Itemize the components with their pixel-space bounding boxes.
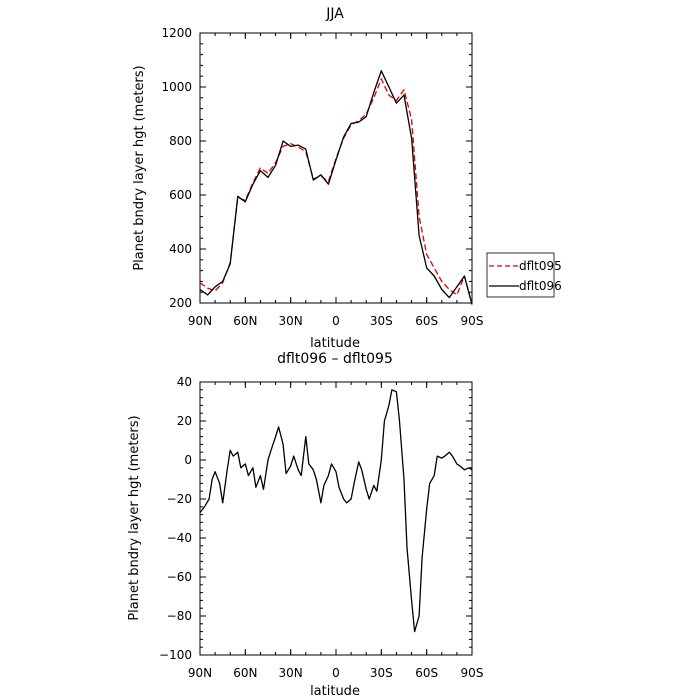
x-axis: 90N 60N 30N 0 30S 60S 90S	[188, 33, 484, 328]
legend-label-dflt095: dflt095	[519, 259, 562, 273]
x-tick-label: 30S	[370, 666, 393, 680]
x-tick-label: 30S	[370, 314, 393, 328]
legend-box	[486, 252, 555, 298]
y-axis-label: Planet bndry layer hgt (meters)	[132, 65, 147, 270]
y-tick-label: 200	[169, 296, 192, 310]
series-layer	[199, 389, 473, 633]
x-axis-label: latitude	[310, 684, 360, 699]
y-axis: −100 −80 −60 −40 −20 0 20 40	[159, 375, 472, 662]
y-tick-label: −40	[167, 531, 192, 545]
y-tick-label: 400	[169, 242, 192, 256]
x-tick-label: 90S	[461, 666, 484, 680]
plot-frame	[199, 381, 473, 656]
y-tick-label: 40	[177, 375, 192, 389]
x-tick-label: 30N	[279, 666, 303, 680]
x-tick-label: 90N	[188, 314, 212, 328]
y-tick-label: 800	[169, 134, 192, 148]
x-tick-label: 90N	[188, 666, 212, 680]
legend-label-dflt096: dflt096	[519, 279, 562, 293]
y-tick-label: 0	[184, 453, 192, 467]
y-axis: 200 400 600 800 1000 1200	[161, 26, 472, 310]
legend: dflt095 dflt096	[486, 252, 562, 298]
panel-title: JJA	[325, 6, 344, 22]
top-panel-jja: JJA 90N 60N 30N 0 30S 60S 90S 200 400 600 800 1000…	[132, 6, 562, 351]
y-tick-label: 600	[169, 188, 192, 202]
y-tick-label: 1000	[161, 80, 192, 94]
series-line-dflt096	[199, 389, 473, 633]
y-tick-label: 1200	[161, 26, 192, 40]
y-axis-label: Planet bndry layer hgt (meters)	[127, 415, 142, 620]
series-line-dflt096	[199, 70, 473, 305]
y-tick-label: −20	[167, 492, 192, 506]
bottom-panel-difference: dflt096 – dflt095 90N 60N 30N 0 30S 60S 90S −1…	[127, 351, 483, 699]
y-tick-label: 20	[177, 414, 192, 428]
y-tick-label: −100	[159, 648, 192, 662]
x-tick-label: 30N	[279, 314, 303, 328]
series-line-dflt095	[199, 78, 473, 305]
x-tick-label: 60S	[415, 666, 438, 680]
panel-title: dflt096 – dflt095	[277, 351, 393, 367]
x-tick-label: 60S	[415, 314, 438, 328]
x-tick-label: 0	[332, 314, 340, 328]
x-tick-label: 0	[332, 666, 340, 680]
y-tick-label: −80	[167, 609, 192, 623]
x-tick-label: 90S	[461, 314, 484, 328]
series-layer	[199, 70, 473, 305]
x-axis-label: latitude	[310, 336, 360, 351]
x-axis: 90N 60N 30N 0 30S 60S 90S	[188, 382, 484, 680]
x-tick-label: 60N	[233, 314, 257, 328]
x-tick-label: 60N	[233, 666, 257, 680]
y-tick-label: −60	[167, 570, 192, 584]
